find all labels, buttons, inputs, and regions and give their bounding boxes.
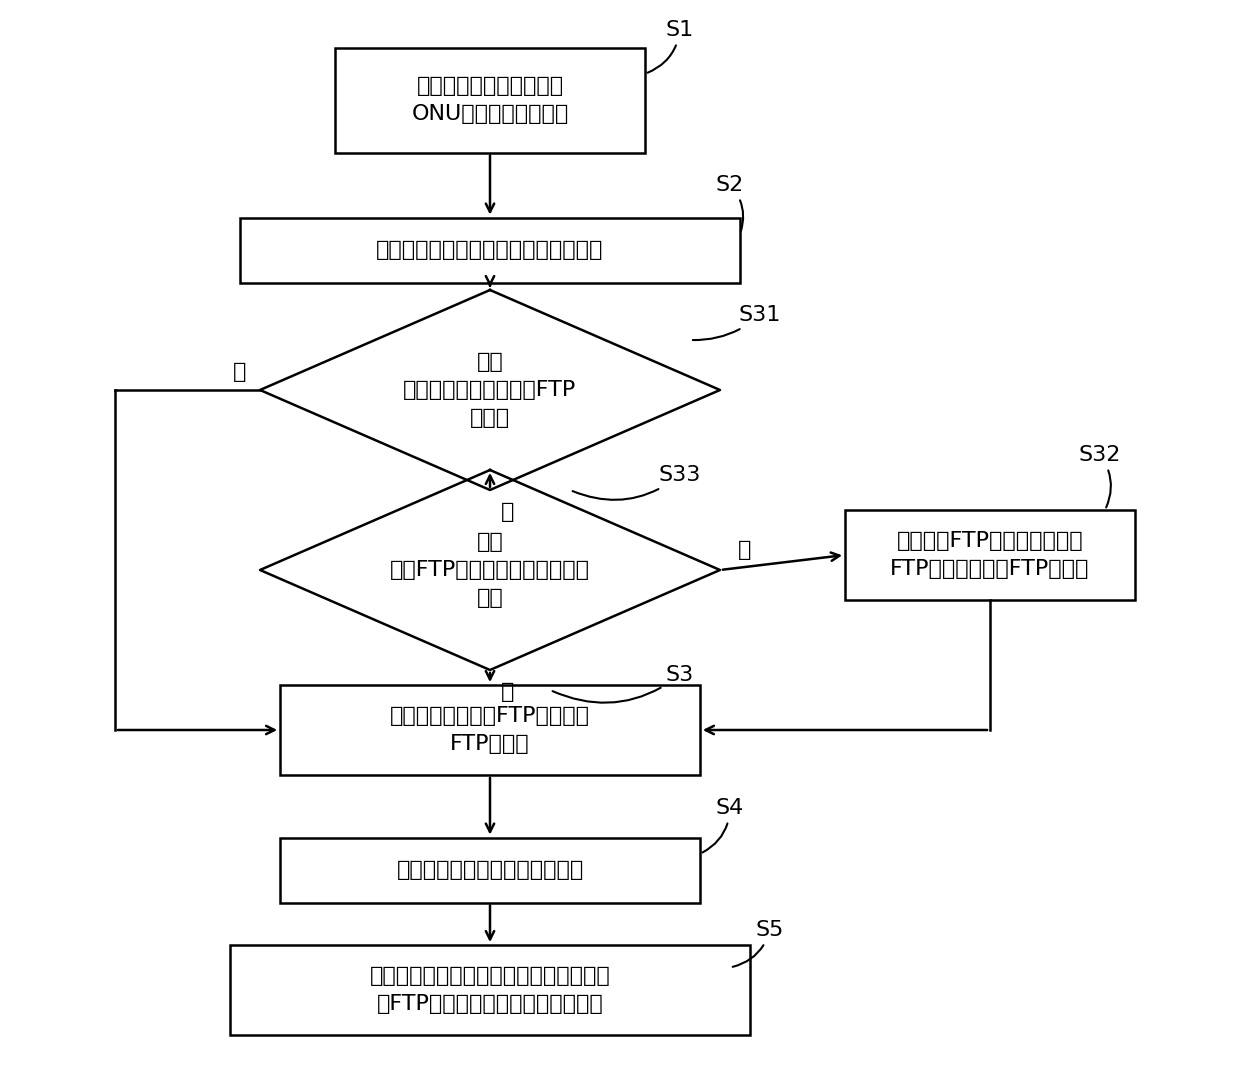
- Text: S4: S4: [703, 798, 744, 853]
- Text: 根据预定规则配置FTP服务器和
FTP客户端: 根据预定规则配置FTP服务器和 FTP客户端: [391, 706, 590, 754]
- Text: 判断
所述FTP服务器的网络状态是否
正常: 判断 所述FTP服务器的网络状态是否 正常: [391, 532, 590, 608]
- Text: S32: S32: [1079, 445, 1121, 507]
- Bar: [280, 685, 701, 775]
- Bar: [280, 837, 701, 902]
- Bar: [241, 217, 740, 282]
- Text: S1: S1: [647, 20, 694, 73]
- Text: 是: 是: [501, 502, 515, 522]
- Text: 根据所述上传路径和连接列表，选择相应
的FTP客户端并下载所述文件或数据: 根据所述上传路径和连接列表，选择相应 的FTP客户端并下载所述文件或数据: [370, 967, 610, 1014]
- Text: 映射已连接的智能终端，形成连接列表: 映射已连接的智能终端，形成连接列表: [376, 240, 604, 260]
- Text: 否: 否: [233, 362, 247, 382]
- Text: 关闭所述FTP服务器或将所述
FTP服务器配置为FTP客户端: 关闭所述FTP服务器或将所述 FTP服务器配置为FTP客户端: [890, 531, 1090, 579]
- Text: 否: 否: [501, 682, 515, 702]
- Text: S2: S2: [715, 175, 744, 231]
- Bar: [229, 945, 750, 1035]
- Bar: [335, 48, 645, 152]
- Text: S33: S33: [573, 465, 701, 500]
- Text: S5: S5: [733, 920, 784, 967]
- Text: 是: 是: [738, 540, 751, 560]
- Text: 将多个智能终端连接到一
ONU设备，组成局域网: 将多个智能终端连接到一 ONU设备，组成局域网: [412, 76, 569, 124]
- Text: S3: S3: [553, 665, 694, 703]
- Polygon shape: [260, 470, 720, 670]
- Polygon shape: [260, 290, 720, 490]
- Text: S31: S31: [693, 305, 781, 340]
- Text: 为所述文件或数据指定上传路径: 为所述文件或数据指定上传路径: [397, 860, 584, 880]
- Text: 判断
当前局域网中是否存在FTP
服务器: 判断 当前局域网中是否存在FTP 服务器: [403, 352, 577, 428]
- Bar: [844, 510, 1135, 599]
